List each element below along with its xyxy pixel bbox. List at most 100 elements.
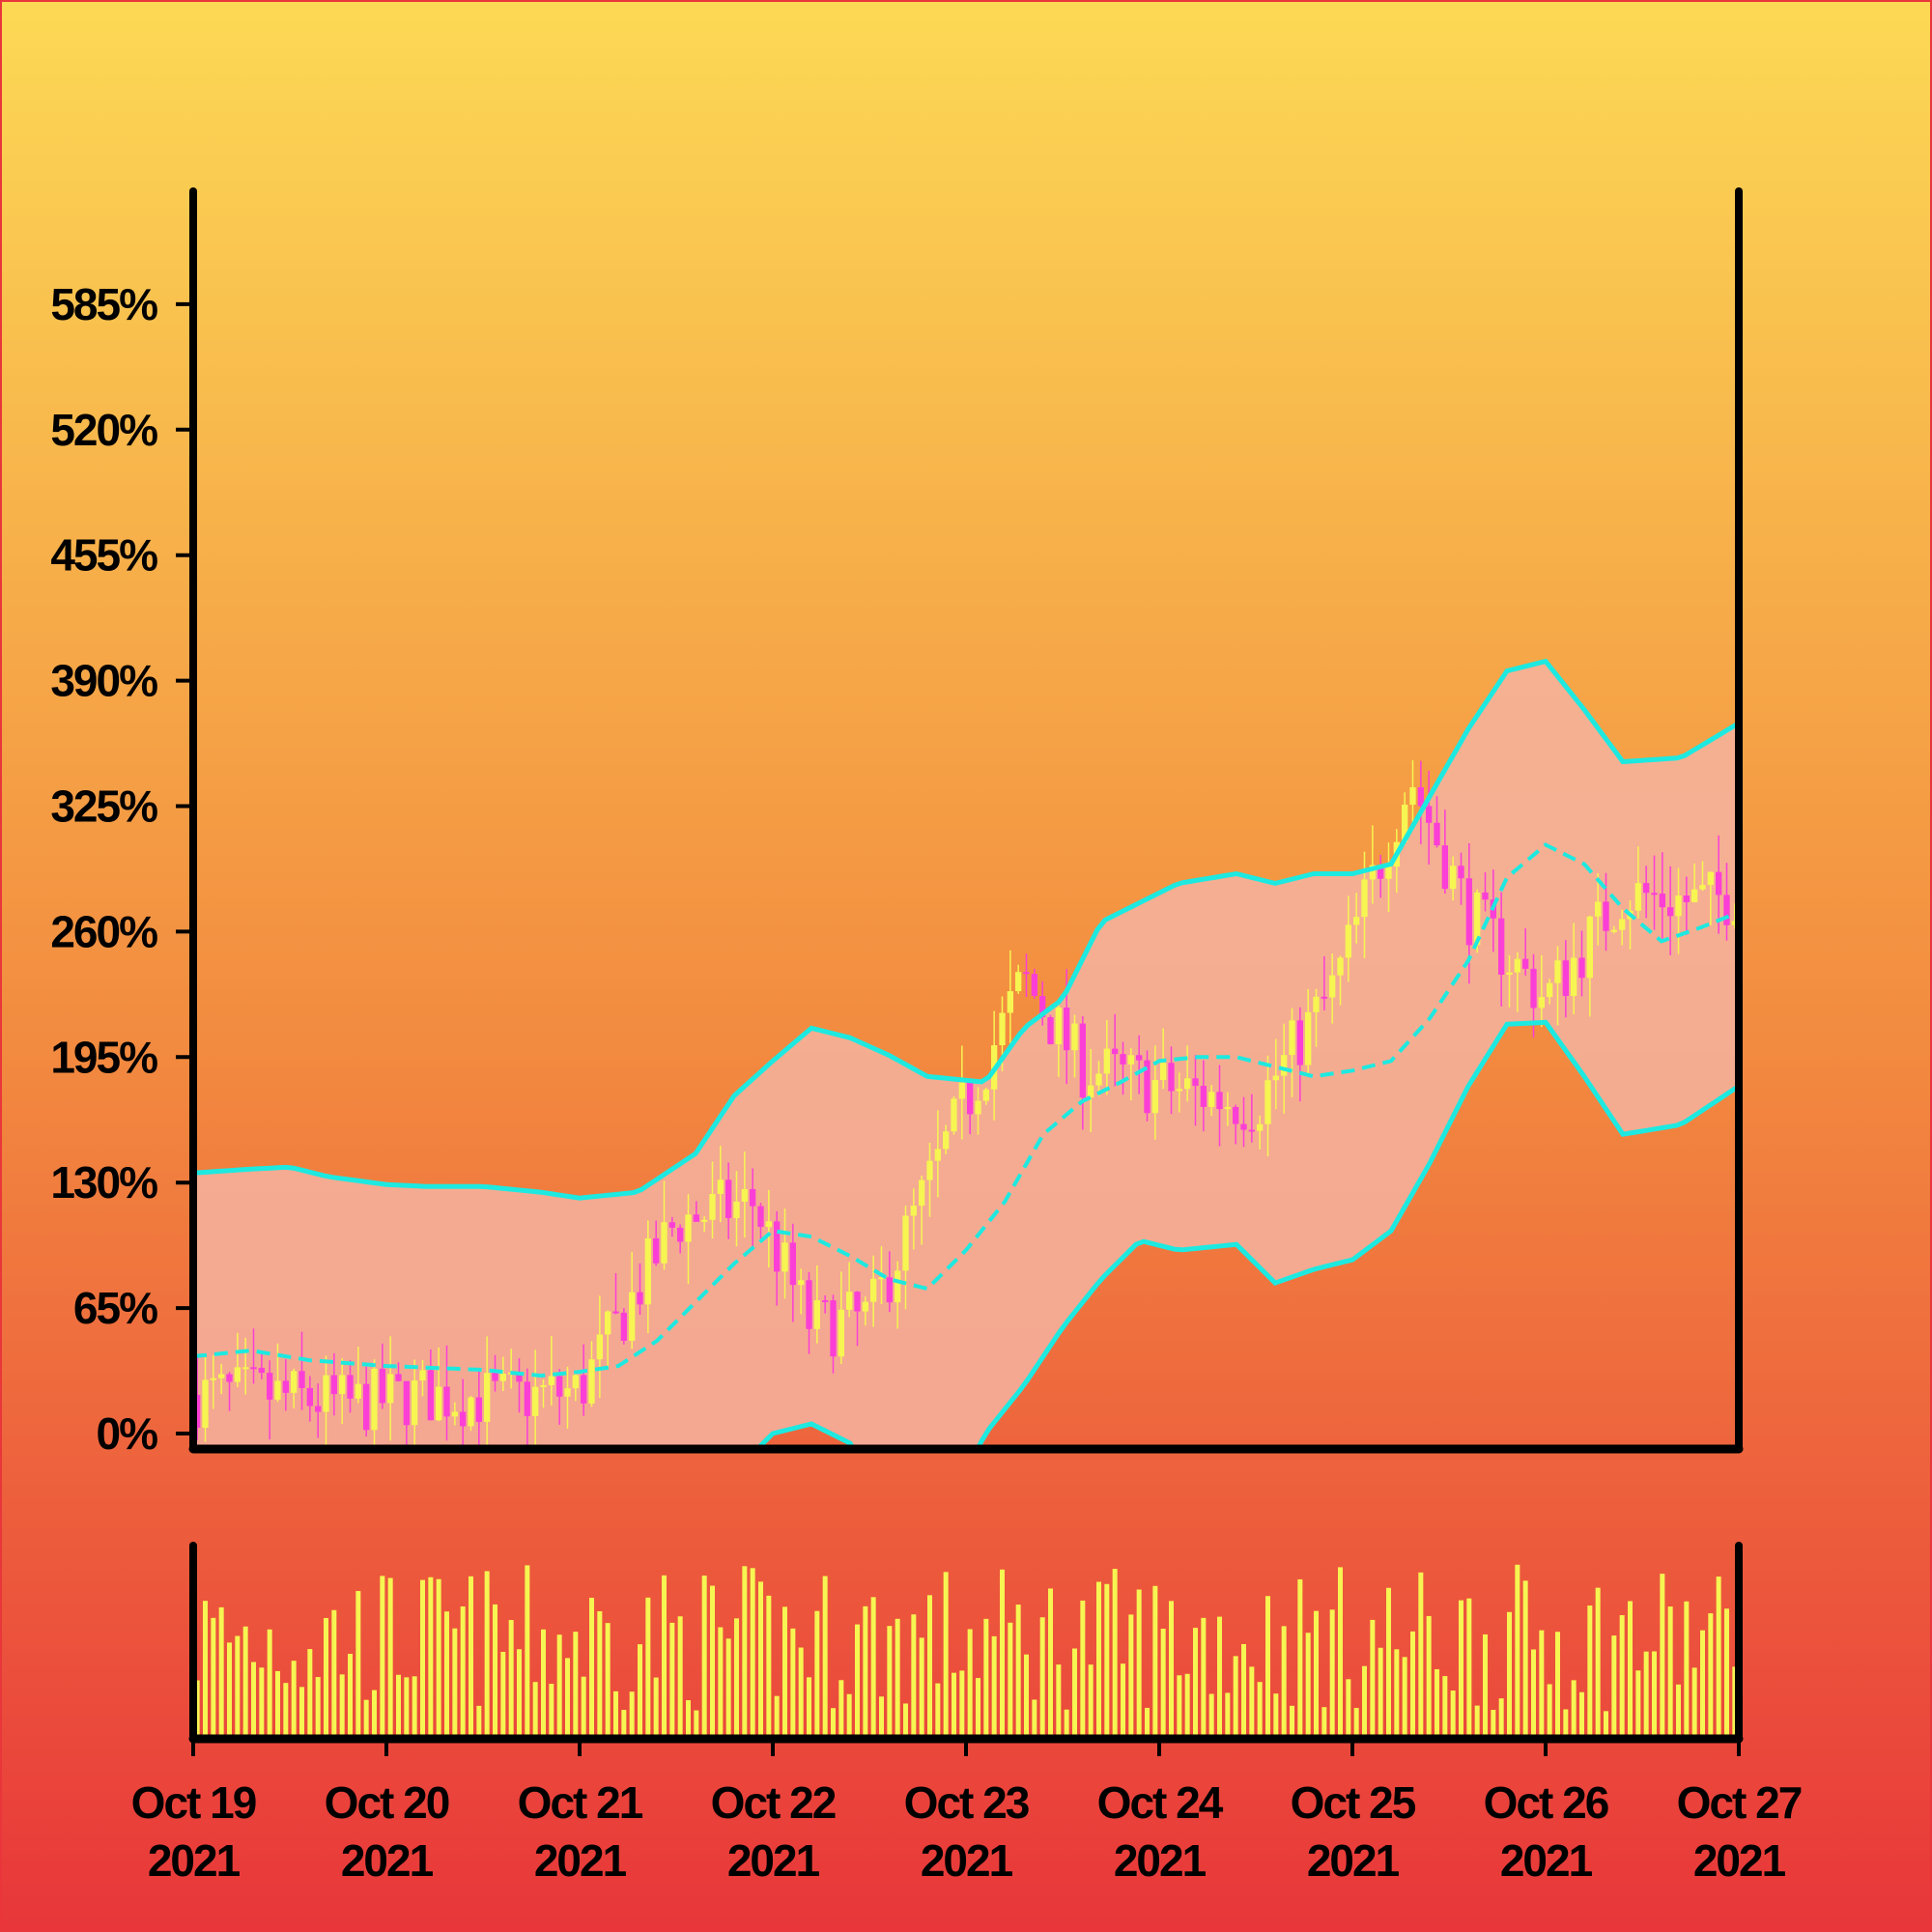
candle-body	[1192, 1078, 1199, 1087]
candle-body	[1264, 1080, 1271, 1124]
candle-body	[403, 1380, 410, 1426]
volume-bar	[1265, 1596, 1270, 1739]
candle-body	[765, 1221, 772, 1228]
volume-bar	[959, 1670, 965, 1739]
candle-body	[878, 1277, 885, 1280]
candle-body	[629, 1292, 636, 1341]
candle-body	[306, 1387, 313, 1406]
candle-body	[540, 1384, 547, 1387]
candle-body	[1329, 975, 1336, 998]
volume-bar	[629, 1691, 635, 1739]
x-tick-label-date: Oct 19	[131, 1777, 256, 1828]
y-tick-label: 260%	[50, 906, 157, 956]
volume-bar	[1595, 1587, 1601, 1739]
volume-bar	[1104, 1583, 1110, 1739]
candle-body	[1257, 1123, 1264, 1131]
candle-body	[323, 1375, 329, 1412]
x-tick-label-year: 2021	[1114, 1835, 1207, 1886]
volume-bar	[1619, 1615, 1625, 1739]
volume-bar	[259, 1667, 265, 1739]
volume-bar	[299, 1687, 304, 1739]
candle-body	[1482, 892, 1489, 900]
candle-body	[1144, 1060, 1151, 1114]
candle-body	[1675, 895, 1682, 917]
y-axis-ticks: 0% 65% 130% 195% 260% 325% 390% 455% 520% 585%	[50, 279, 193, 1459]
volume-bar	[742, 1566, 748, 1739]
volume-bar	[476, 1705, 482, 1739]
volume-bar	[556, 1634, 562, 1739]
candle-body	[347, 1375, 354, 1399]
candle-body	[588, 1359, 595, 1404]
candle-body	[258, 1368, 265, 1374]
volume-bar	[291, 1661, 297, 1739]
volume-bar	[718, 1627, 724, 1739]
candle-body	[661, 1222, 668, 1264]
volume-bar	[1498, 1698, 1504, 1739]
volume-bar	[1225, 1692, 1231, 1739]
volume-bar	[355, 1590, 361, 1739]
y-tick-label: 65%	[73, 1283, 157, 1333]
x-axis-ticks: Oct 19 2021 Oct 20 2021 Oct 21 2021 Oct 22 2021…	[131, 1739, 1804, 1886]
volume-bar	[1418, 1572, 1424, 1739]
volume-bar	[1676, 1684, 1681, 1739]
volume-bar	[436, 1578, 441, 1739]
volume-bar	[1708, 1613, 1714, 1739]
candle-body	[234, 1367, 241, 1382]
candle-body	[781, 1242, 788, 1272]
volume-bar	[1459, 1600, 1463, 1739]
candle-body	[1474, 892, 1481, 946]
candle-body	[886, 1277, 893, 1303]
candle-body	[934, 1149, 941, 1161]
candle-body	[1361, 879, 1368, 918]
volume-bar	[613, 1690, 618, 1739]
bollinger-lower-line	[753, 1019, 1739, 1449]
candle-body	[1434, 822, 1440, 846]
volume-bar	[396, 1674, 401, 1739]
candle-body	[644, 1237, 651, 1305]
candle-body	[460, 1411, 467, 1427]
candle-body	[355, 1383, 361, 1399]
candle-body	[1240, 1123, 1247, 1130]
volume-bar	[412, 1676, 417, 1739]
candle-body	[926, 1160, 933, 1180]
volume-bar	[1555, 1632, 1560, 1739]
candle-body	[572, 1375, 579, 1389]
volume-bar	[235, 1635, 241, 1739]
candle-body	[1160, 1063, 1167, 1080]
volume-bar	[831, 1708, 836, 1739]
volume-bar	[1450, 1690, 1456, 1739]
y-tick-label: 585%	[50, 279, 157, 329]
candle-body	[499, 1373, 506, 1381]
candle-body	[395, 1374, 402, 1381]
candle-body	[951, 1098, 957, 1132]
candle-body	[637, 1292, 643, 1305]
volume-bar	[1290, 1705, 1294, 1739]
candle-body	[685, 1214, 692, 1242]
candle-body	[709, 1193, 716, 1220]
candle-body	[1707, 871, 1714, 886]
volume-bar	[1032, 1699, 1037, 1739]
candle-body	[741, 1188, 748, 1202]
candle-body	[1345, 924, 1351, 958]
x-tick-label-year: 2021	[534, 1835, 627, 1886]
volume-bar	[686, 1700, 691, 1739]
candle-body	[806, 1280, 812, 1329]
volume-bar	[194, 1680, 200, 1739]
candle-body	[427, 1370, 434, 1421]
volume-bar	[331, 1609, 337, 1739]
volume-bar	[1241, 1643, 1246, 1739]
candle-body	[1643, 883, 1650, 894]
candle-body	[1305, 1011, 1312, 1065]
candle-body	[1667, 907, 1674, 917]
candle-body	[1353, 917, 1360, 925]
candle-body	[1039, 995, 1046, 1018]
volume-bar	[976, 1678, 980, 1739]
candle-body	[1554, 960, 1561, 983]
price-panel: 0% 65% 130% 195% 260% 325% 390% 455% 520% 585%	[50, 187, 1744, 1459]
x-tick-label-year: 2021	[1693, 1835, 1786, 1886]
candle-body	[975, 1100, 981, 1115]
volume-bar	[1048, 1588, 1053, 1739]
bollinger-band-fill	[193, 661, 1739, 1449]
candle-body	[701, 1219, 708, 1222]
candle-body	[1015, 972, 1022, 992]
